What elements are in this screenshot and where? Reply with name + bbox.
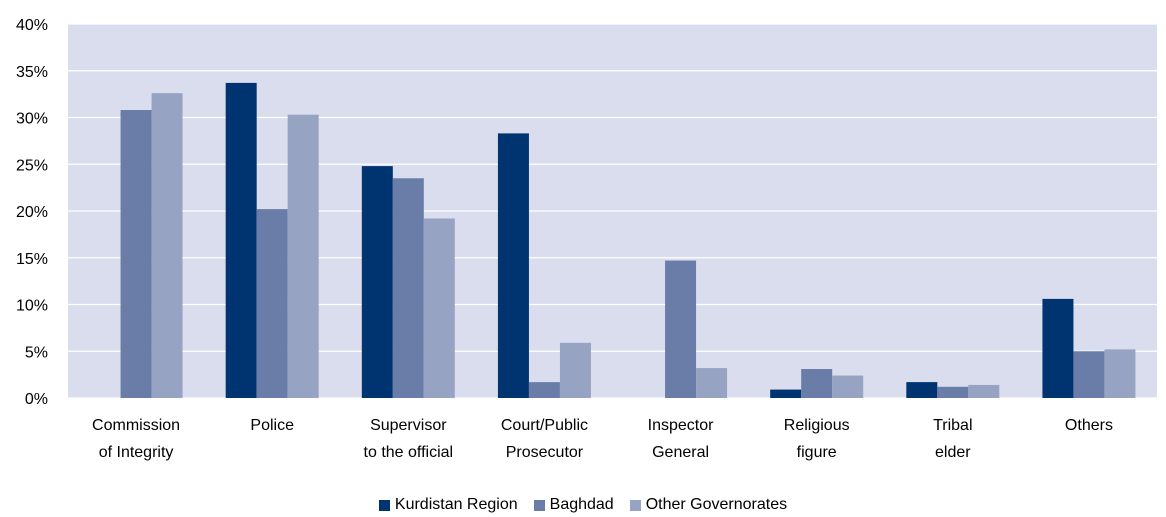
legend-item-baghdad: Baghdad — [533, 496, 614, 514]
legend-label: Kurdistan Region — [394, 496, 518, 513]
legend-item-kurdistan: Kurdistan Region — [378, 496, 518, 514]
bar — [1073, 351, 1105, 398]
x-axis-labels: Commission of Integrity Police Supervisor to… — [92, 417, 1113, 461]
bar-chart: 0% 5% 10% 15% 20% 25% 30% 35% 40% Commission of I… — [16, 17, 1157, 461]
legend-label: Baghdad — [549, 496, 614, 513]
x-tick-label: Commission — [92, 417, 180, 434]
bar — [770, 389, 802, 398]
x-tick-label: Court/Public — [501, 417, 588, 434]
y-tick-label: 25% — [16, 157, 48, 174]
bar — [1104, 349, 1136, 398]
legend-item-other-governorates: Other Governorates — [629, 496, 788, 514]
x-tick-label: Supervisor — [370, 417, 447, 434]
bar — [361, 166, 393, 398]
bar — [151, 93, 183, 398]
x-tick-label: to the official — [364, 444, 454, 461]
bar — [497, 133, 529, 398]
y-tick-label: 0% — [25, 391, 48, 408]
bar — [968, 384, 1000, 398]
x-tick-label: of Integrity — [99, 444, 174, 461]
bar — [801, 369, 833, 398]
x-tick-label: General — [652, 444, 709, 461]
y-tick-label: 5% — [25, 344, 48, 361]
bar — [392, 178, 424, 398]
legend-swatch — [533, 499, 545, 511]
x-tick-label: Inspector — [648, 417, 714, 434]
bar — [937, 386, 969, 398]
x-tick-label: Religious — [784, 417, 850, 434]
x-tick-label: elder — [935, 444, 971, 461]
bar — [665, 260, 697, 398]
x-tick-label: Prosecutor — [506, 444, 584, 461]
bar — [120, 110, 152, 399]
legend-swatch — [378, 499, 390, 511]
x-tick-label: Others — [1065, 417, 1113, 434]
y-tick-label: 35% — [16, 64, 48, 81]
bar — [225, 82, 257, 398]
y-tick-label: 10% — [16, 298, 48, 315]
bar — [528, 382, 560, 398]
x-tick-label: figure — [797, 444, 837, 461]
y-tick-label: 15% — [16, 251, 48, 268]
bar — [906, 382, 938, 398]
bar — [423, 218, 455, 398]
y-tick-label: 20% — [16, 204, 48, 221]
bar — [287, 114, 319, 398]
bars — [120, 82, 1136, 399]
legend-swatch — [629, 499, 641, 511]
bar — [696, 368, 728, 398]
bar — [559, 342, 591, 398]
legend-label: Other Governorates — [645, 496, 788, 513]
bar — [256, 209, 288, 398]
bar — [832, 375, 864, 398]
legend: Kurdistan Region Baghdad Other Governora… — [0, 496, 1166, 514]
bar — [1042, 298, 1074, 398]
x-tick-label: Tribal — [933, 417, 972, 434]
y-axis-ticks: 0% 5% 10% 15% 20% 25% 30% 35% 40% — [16, 17, 48, 408]
y-tick-label: 40% — [16, 17, 48, 34]
y-tick-label: 30% — [16, 111, 48, 128]
x-tick-label: Police — [250, 417, 294, 434]
